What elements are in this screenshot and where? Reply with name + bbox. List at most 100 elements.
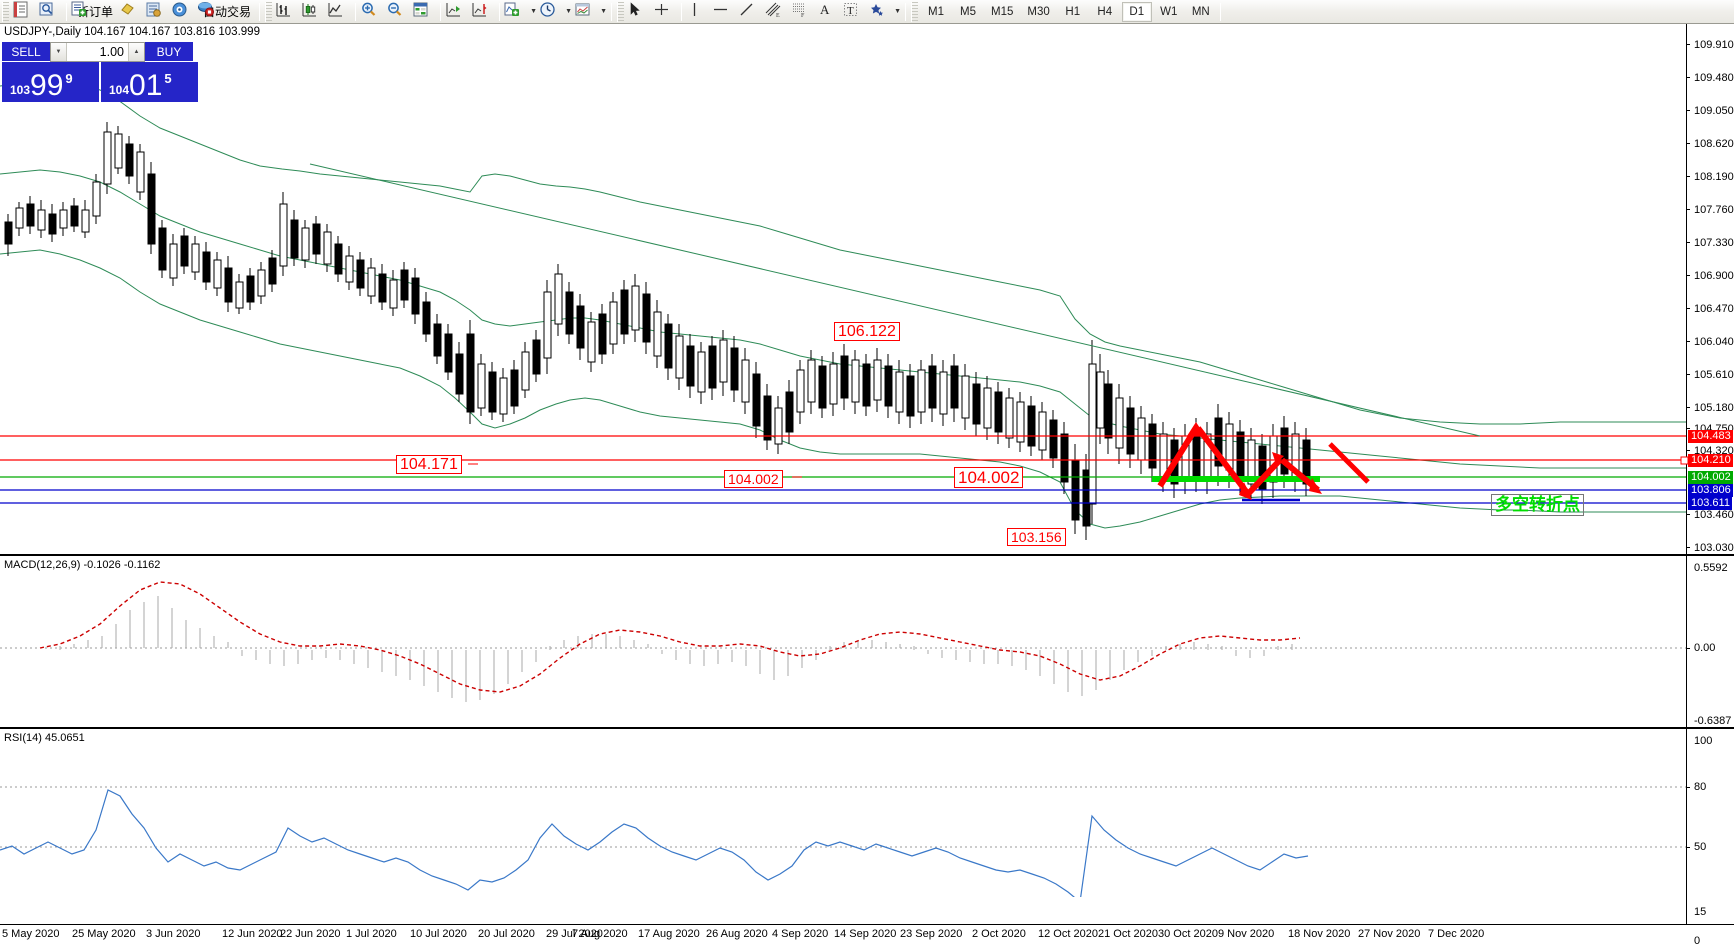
date-tick-9: 7 Aug 2020 bbox=[572, 928, 628, 940]
rsi-tick-0: 0 bbox=[1694, 935, 1701, 947]
zoom-out-icon[interactable] bbox=[386, 1, 410, 22]
text-icon[interactable]: A bbox=[816, 1, 840, 22]
toolbar-separator-2 bbox=[259, 2, 261, 21]
period-dropdown-arrow[interactable]: ▼ bbox=[565, 8, 572, 15]
price-label-103156[interactable]: 103.156 bbox=[1007, 528, 1066, 546]
templates-dropdown-arrow[interactable]: ▼ bbox=[600, 8, 607, 15]
timeframe-m5[interactable]: M5 bbox=[960, 5, 977, 18]
data-window-icon[interactable] bbox=[412, 1, 436, 22]
date-tick-7: 20 Jul 2020 bbox=[478, 928, 535, 940]
date-tick-14: 23 Sep 2020 bbox=[900, 928, 963, 940]
market-watch-icon[interactable] bbox=[38, 1, 62, 22]
date-tick-4: 22 Jun 2020 bbox=[280, 928, 341, 940]
timeframe-mn[interactable]: MN bbox=[1191, 5, 1210, 18]
main-toolbar: 新订单 自动交易 bbox=[0, 0, 1734, 24]
price-label-104171[interactable]: 104.171 bbox=[396, 455, 462, 474]
price-tick-109480: 109.480 bbox=[1694, 72, 1734, 84]
price-tag-103806: 103.806 bbox=[1688, 484, 1733, 497]
timeframe-d1[interactable]: D1 bbox=[1121, 1, 1152, 22]
buy-price-fraction: 5 bbox=[164, 71, 172, 86]
timeframe-m1[interactable]: M1 bbox=[928, 5, 945, 18]
shapes-dropdown-arrow[interactable]: ▼ bbox=[894, 8, 901, 15]
date-tick-2: 3 Jun 2020 bbox=[146, 928, 201, 940]
toolbar-grip[interactable] bbox=[2, 1, 9, 22]
autoscroll-icon[interactable] bbox=[445, 1, 469, 22]
price-tag-104483: 104.483 bbox=[1688, 430, 1733, 443]
date-tick-3: 12 Jun 2020 bbox=[222, 928, 283, 940]
volume-increase-button[interactable]: ▲ bbox=[128, 43, 144, 61]
date-tick-21: 27 Nov 2020 bbox=[1358, 928, 1421, 940]
price-label-104002-right[interactable]: 104.002 bbox=[954, 467, 1024, 488]
downtrend-line bbox=[309, 163, 1481, 437]
new-order-button[interactable]: 新订单 bbox=[71, 1, 117, 22]
toolbar-grip-2[interactable] bbox=[265, 1, 273, 22]
trendline-icon[interactable] bbox=[738, 1, 762, 22]
one-click-trading-panel[interactable]: SELL ▼ 1.00 ▲ BUY 103 99 9 104 01 5 bbox=[2, 42, 198, 102]
date-tick-0: 5 May 2020 bbox=[2, 928, 60, 940]
timeframe-w1[interactable]: W1 bbox=[1160, 5, 1178, 18]
signals-icon[interactable] bbox=[171, 1, 195, 22]
autotrading-button[interactable]: 自动交易 bbox=[197, 1, 255, 22]
navigator-icon[interactable] bbox=[145, 1, 169, 22]
sell-price-display[interactable]: 103 99 9 bbox=[2, 62, 99, 102]
svg-text:A: A bbox=[820, 2, 830, 17]
timeframe-m30[interactable]: M30 bbox=[1027, 5, 1050, 18]
price-label-104002-left[interactable]: 104.002 bbox=[724, 470, 783, 488]
toolbar-grip-3[interactable] bbox=[617, 1, 625, 22]
rsi-tick-100: 100 bbox=[1694, 735, 1713, 747]
buy-button[interactable]: BUY bbox=[145, 42, 193, 62]
indicators-dropdown-arrow[interactable]: ▼ bbox=[530, 8, 537, 15]
volume-decrease-button[interactable]: ▼ bbox=[51, 43, 67, 61]
period-icon[interactable] bbox=[539, 1, 563, 22]
price-tick-103030: 103.030 bbox=[1694, 542, 1734, 554]
svg-text:F: F bbox=[801, 13, 805, 18]
timeframe-h4[interactable]: H4 bbox=[1097, 5, 1113, 18]
timeframe-h1[interactable]: H1 bbox=[1065, 5, 1081, 18]
buy-price-big-figure: 104 bbox=[109, 83, 130, 97]
fibonacci-retracement-icon[interactable]: F bbox=[790, 1, 814, 22]
price-scale-divider bbox=[1686, 24, 1687, 924]
expert-advisor-icon[interactable] bbox=[119, 1, 143, 22]
price-tick-108190: 108.190 bbox=[1694, 171, 1734, 183]
date-tick-13: 14 Sep 2020 bbox=[834, 928, 897, 940]
date-tick-15: 2 Oct 2020 bbox=[972, 928, 1026, 940]
horizontal-line-icon[interactable] bbox=[712, 1, 736, 22]
sell-button[interactable]: SELL bbox=[2, 42, 50, 62]
date-tick-18: 30 Oct 2020 bbox=[1158, 928, 1218, 940]
price-tag-103611: 103.611 bbox=[1688, 497, 1732, 510]
bar-chart-icon[interactable] bbox=[275, 1, 299, 22]
indicators-icon[interactable] bbox=[504, 1, 528, 22]
vertical-line-icon[interactable] bbox=[686, 1, 710, 22]
equidistant-channel-icon[interactable]: E bbox=[764, 1, 788, 22]
volume-value[interactable]: 1.00 bbox=[99, 45, 124, 59]
templates-icon[interactable] bbox=[574, 1, 598, 22]
timeframe-m15[interactable]: M15 bbox=[991, 5, 1014, 18]
shapes-icon[interactable] bbox=[868, 1, 892, 22]
line-chart-icon[interactable] bbox=[327, 1, 351, 22]
cursor-icon[interactable] bbox=[627, 1, 651, 22]
price-tick-109050: 109.050 bbox=[1694, 105, 1734, 117]
chart-window[interactable]: USDJPY-,Daily 104.167 104.167 103.816 10… bbox=[0, 24, 1734, 947]
buy-price-main: 01 bbox=[129, 69, 163, 102]
rsi-tick-50: 50 bbox=[1694, 841, 1707, 853]
date-tick-20: 18 Nov 2020 bbox=[1288, 928, 1351, 940]
crosshair-icon[interactable] bbox=[653, 1, 677, 22]
symbol-info-label: USDJPY-,Daily 104.167 104.167 103.816 10… bbox=[4, 26, 260, 38]
rsi-indicator-label: RSI(14) 45.0651 bbox=[4, 732, 85, 744]
buy-price-display[interactable]: 104 01 5 bbox=[101, 62, 198, 102]
volume-stepper[interactable]: ▼ 1.00 ▲ bbox=[50, 42, 145, 62]
date-tick-8: 29 Jul 2020 bbox=[546, 928, 603, 940]
toolbar-grip-4[interactable] bbox=[911, 1, 919, 22]
price-label-106122[interactable]: 106.122 bbox=[834, 322, 900, 341]
date-tick-1: 25 May 2020 bbox=[72, 928, 136, 940]
bull-bear-turning-point-note[interactable]: 多空转折点 bbox=[1491, 494, 1584, 516]
text-label-icon[interactable]: T bbox=[842, 1, 866, 22]
zoom-in-icon[interactable] bbox=[360, 1, 384, 22]
candlestick-chart-icon[interactable] bbox=[301, 1, 325, 22]
chart-canvas bbox=[0, 80, 1686, 897]
date-tick-10: 17 Aug 2020 bbox=[638, 928, 700, 940]
macd-pane-separator bbox=[0, 554, 1734, 556]
price-tick-107330: 107.330 bbox=[1694, 237, 1734, 249]
terminal-icon[interactable] bbox=[12, 1, 36, 22]
chart-shift-icon[interactable] bbox=[471, 1, 495, 22]
